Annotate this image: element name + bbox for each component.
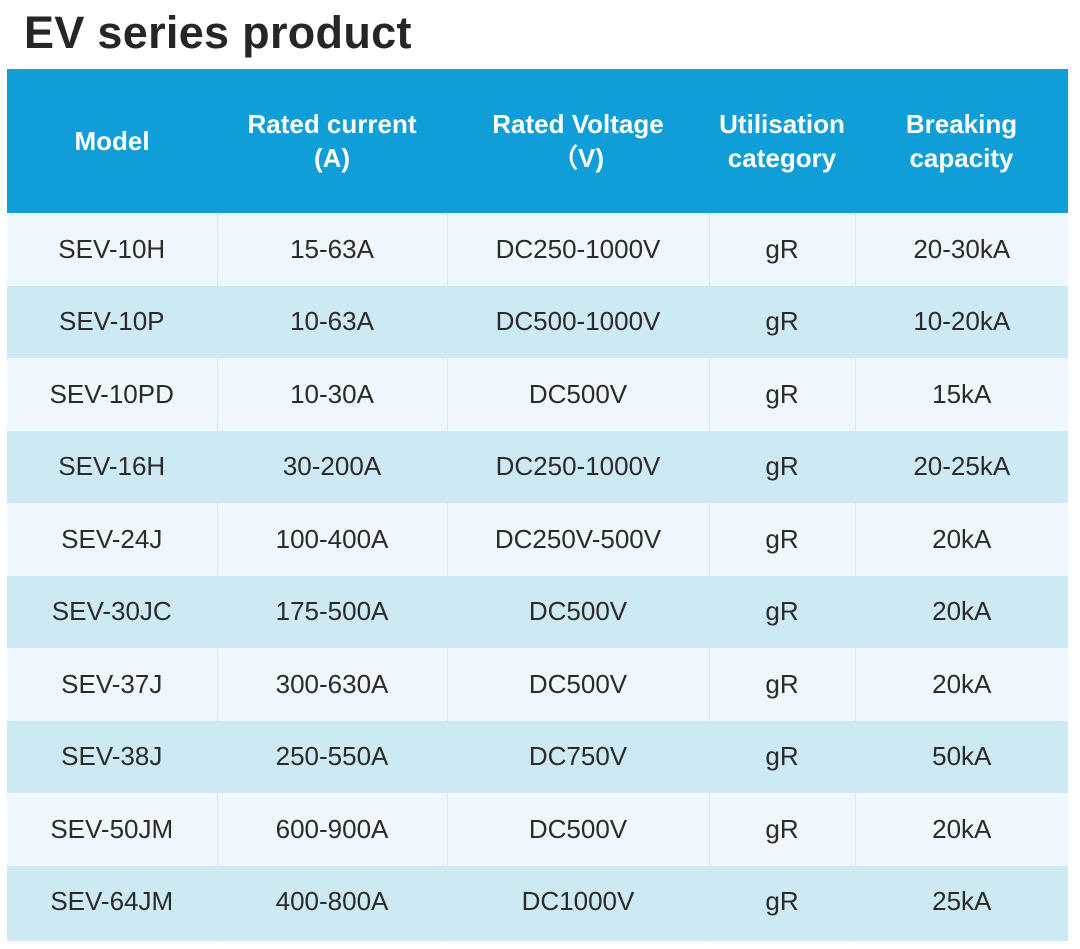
- header-utilisation-category: Utilisation category: [709, 69, 855, 213]
- header-capacity-label: capacity: [909, 143, 1014, 173]
- header-breaking-capacity: Breaking capacity: [855, 69, 1068, 213]
- table-row: SEV-16H 30-200A DC250-1000V gR 20-25kA: [7, 430, 1068, 503]
- product-spec-table: Model Rated current (A) Rated Voltage （V…: [7, 69, 1068, 941]
- rated-current-cell: 300-630A: [217, 648, 448, 721]
- utilisation-category-cell: gR: [709, 503, 856, 576]
- rated-voltage-cell: DC1000V: [447, 865, 710, 941]
- rated-current-cell: 10-30A: [217, 358, 448, 431]
- breaking-capacity-cell: 10-20kA: [855, 285, 1068, 358]
- model-cell: SEV-50JM: [7, 793, 218, 866]
- table-row: SEV-10PD 10-30A DC500V gR 15kA: [7, 358, 1068, 431]
- rated-voltage-cell: DC500V: [447, 648, 710, 721]
- rated-voltage-cell: DC500-1000V: [447, 285, 710, 358]
- breaking-capacity-cell: 20-30kA: [855, 213, 1068, 286]
- header-rated-current: Rated current (A): [217, 69, 447, 213]
- header-rated-current-label: Rated current: [247, 109, 417, 139]
- rated-current-cell: 30-200A: [217, 430, 448, 503]
- table-row: SEV-10H 15-63A DC250-1000V gR 20-30kA: [7, 213, 1068, 286]
- breaking-capacity-cell: 50kA: [855, 720, 1068, 793]
- utilisation-category-cell: gR: [709, 648, 856, 721]
- model-cell: SEV-10H: [7, 213, 218, 286]
- table-row: SEV-10P 10-63A DC500-1000V gR 10-20kA: [7, 285, 1068, 358]
- table-row: SEV-24J 100-400A DC250V-500V gR 20kA: [7, 503, 1068, 576]
- rated-current-cell: 250-550A: [217, 720, 448, 793]
- breaking-capacity-cell: 20kA: [855, 793, 1068, 866]
- header-rated-voltage-label: Rated Voltage: [492, 109, 664, 139]
- model-cell: SEV-24J: [7, 503, 218, 576]
- utilisation-category-cell: gR: [709, 575, 856, 648]
- utilisation-category-cell: gR: [709, 793, 856, 866]
- rated-current-cell: 175-500A: [217, 575, 448, 648]
- table-row: SEV-50JM 600-900A DC500V gR 20kA: [7, 793, 1068, 866]
- page-title: EV series product: [24, 7, 412, 58]
- breaking-capacity-cell: 20-25kA: [855, 430, 1068, 503]
- utilisation-category-cell: gR: [709, 720, 856, 793]
- rated-current-cell: 100-400A: [217, 503, 448, 576]
- header-rated-voltage-unit: （V): [551, 143, 604, 173]
- header-utilisation-label: Utilisation: [719, 109, 845, 139]
- table-row: SEV-64JM 400-800A DC1000V gR 25kA: [7, 865, 1068, 941]
- table-row: SEV-38J 250-550A DC750V gR 50kA: [7, 720, 1068, 793]
- table-header-row: Model Rated current (A) Rated Voltage （V…: [7, 69, 1068, 213]
- model-cell: SEV-16H: [7, 430, 218, 503]
- rated-voltage-cell: DC750V: [447, 720, 710, 793]
- model-cell: SEV-10PD: [7, 358, 218, 431]
- utilisation-category-cell: gR: [709, 865, 856, 941]
- utilisation-category-cell: gR: [709, 430, 856, 503]
- header-rated-current-unit: (A): [313, 143, 351, 173]
- model-cell: SEV-64JM: [7, 865, 218, 941]
- header-model: Model: [7, 69, 217, 213]
- model-cell: SEV-10P: [7, 285, 218, 358]
- breaking-capacity-cell: 20kA: [855, 503, 1068, 576]
- header-model-label: Model: [74, 126, 150, 156]
- utilisation-category-cell: gR: [709, 213, 856, 286]
- model-cell: SEV-38J: [7, 720, 218, 793]
- rated-voltage-cell: DC500V: [447, 575, 710, 648]
- header-breaking-label: Breaking: [905, 109, 1018, 139]
- rated-voltage-cell: DC500V: [447, 793, 710, 866]
- header-category-label: category: [727, 143, 837, 173]
- breaking-capacity-cell: 20kA: [855, 648, 1068, 721]
- utilisation-category-cell: gR: [709, 358, 856, 431]
- rated-current-cell: 600-900A: [217, 793, 448, 866]
- table-body: SEV-10H 15-63A DC250-1000V gR 20-30kA SEV-10P…: [7, 213, 1068, 941]
- model-cell: SEV-30JC: [7, 575, 218, 648]
- rated-voltage-cell: DC250V-500V: [447, 503, 710, 576]
- rated-current-cell: 15-63A: [217, 213, 448, 286]
- table-row: SEV-37J 300-630A DC500V gR 20kA: [7, 648, 1068, 721]
- rated-voltage-cell: DC250-1000V: [447, 213, 710, 286]
- header-rated-voltage: Rated Voltage （V): [447, 69, 709, 213]
- table-row: SEV-30JC 175-500A DC500V gR 20kA: [7, 575, 1068, 648]
- rated-current-cell: 400-800A: [217, 865, 448, 941]
- rated-current-cell: 10-63A: [217, 285, 448, 358]
- rated-voltage-cell: DC500V: [447, 358, 710, 431]
- breaking-capacity-cell: 20kA: [855, 575, 1068, 648]
- utilisation-category-cell: gR: [709, 285, 856, 358]
- breaking-capacity-cell: 25kA: [855, 865, 1068, 941]
- model-cell: SEV-37J: [7, 648, 218, 721]
- rated-voltage-cell: DC250-1000V: [447, 430, 710, 503]
- breaking-capacity-cell: 15kA: [855, 358, 1068, 431]
